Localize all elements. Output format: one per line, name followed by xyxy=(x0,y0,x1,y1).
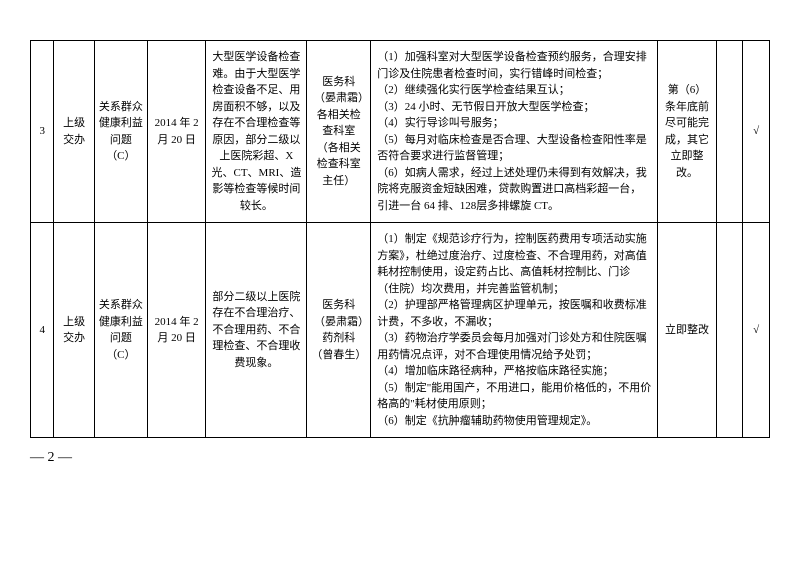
cell: 部分二级以上医院存在不合理治疗、不合理用药、不合理检查、不合理收费现象。 xyxy=(206,223,307,438)
cell: 大型医学设备检查难。由于大型医学检查设备不足、用房面积不够，以及存在不合理检查等… xyxy=(206,41,307,223)
cell: 3 xyxy=(31,41,54,223)
cell: 2014 年 2 月 20 日 xyxy=(147,223,205,438)
cell: 立即整改 xyxy=(658,223,716,438)
cell: （1）制定《规范诊疗行为，控制医药费用专项活动实施方案》，杜绝过度治疗、过度检查… xyxy=(371,223,658,438)
cell: √ xyxy=(743,41,770,223)
cell: 医务科（晏肃霜）各相关检查科室（各相关检查科室主任） xyxy=(307,41,371,223)
cell: 医务科（晏肃霜）药剂科（曾春生） xyxy=(307,223,371,438)
cell: 关系群众健康利益问题（C） xyxy=(94,41,147,223)
cell: √ xyxy=(743,223,770,438)
cell: 关系群众健康利益问题（C） xyxy=(94,223,147,438)
cell xyxy=(716,41,743,223)
main-table: 3上级交办关系群众健康利益问题（C）2014 年 2 月 20 日大型医学设备检… xyxy=(30,40,770,438)
cell: 2014 年 2 月 20 日 xyxy=(147,41,205,223)
cell: （1）加强科室对大型医学设备检查预约服务，合理安排门诊及住院患者检查时间，实行错… xyxy=(371,41,658,223)
cell: 上级交办 xyxy=(54,223,94,438)
cell: 第（6）条年底前尽可能完成，其它立即整改。 xyxy=(658,41,716,223)
page-number: — 2 — xyxy=(30,450,770,466)
cell: 上级交办 xyxy=(54,41,94,223)
cell xyxy=(716,223,743,438)
cell: 4 xyxy=(31,223,54,438)
